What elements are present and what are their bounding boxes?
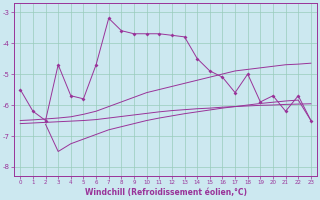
X-axis label: Windchill (Refroidissement éolien,°C): Windchill (Refroidissement éolien,°C)	[84, 188, 247, 197]
